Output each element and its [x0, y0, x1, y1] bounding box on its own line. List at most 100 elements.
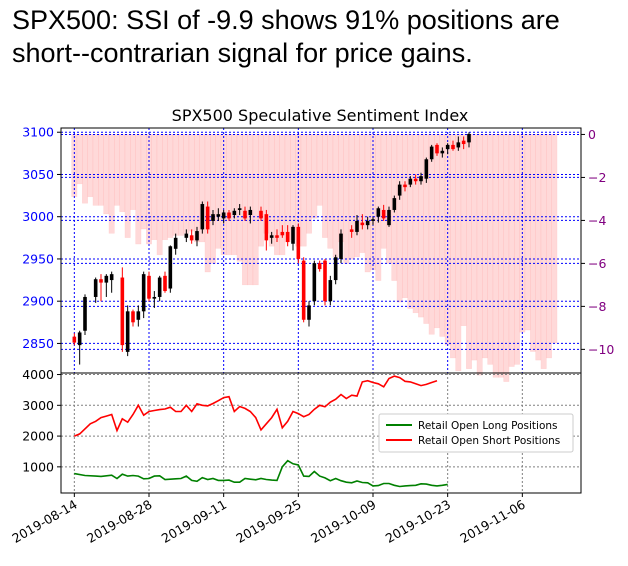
price-tick-label: 2950	[22, 251, 54, 266]
ssi-bar	[194, 134, 200, 243]
candle-body	[285, 231, 290, 243]
candle-body	[467, 133, 471, 143]
ssi-bar	[82, 134, 88, 204]
series-line	[74, 459, 448, 488]
ssi-bar	[306, 134, 312, 234]
ssi-bar	[524, 134, 531, 331]
candle-body	[376, 208, 381, 217]
ssi-bar	[327, 134, 334, 249]
ssi-bar	[348, 134, 355, 260]
candle-body	[445, 144, 450, 150]
price-tick-label: 3100	[22, 125, 54, 140]
ssi-bar	[316, 134, 323, 206]
ssi-bar	[460, 134, 467, 326]
ssi-bar	[252, 134, 259, 286]
price-tick-label: 2900	[22, 294, 54, 309]
candle-body	[365, 220, 370, 226]
candle-body	[243, 210, 247, 219]
ssi-tick-label: 0	[588, 127, 596, 142]
date-tick-label: 2019-08-14	[9, 497, 79, 546]
ssi-bar	[402, 134, 408, 299]
ssi-bar	[290, 134, 296, 241]
ssi-bar	[76, 134, 83, 185]
ssi-bar	[343, 134, 350, 264]
candle-body	[275, 235, 279, 238]
date-tick-label: 2019-09-11	[159, 497, 229, 546]
ssi-tick-label: −10	[588, 342, 614, 357]
candle-body	[328, 280, 333, 302]
ssi-bar	[455, 134, 462, 372]
candle-body	[456, 142, 461, 148]
date-axis: 2019-08-14 2019-08-28 2019-09-11 2019-09-25…	[9, 493, 528, 546]
candle-body	[99, 279, 103, 283]
candle-body	[200, 204, 205, 230]
series-line	[73, 375, 438, 437]
legend: Retail Open Long Positions Retail Open S…	[378, 413, 574, 453]
ssi-bar	[359, 134, 366, 253]
ssi-bar	[407, 134, 414, 309]
ssi-axis: 0 −2 −4 −6 −8 −10	[581, 127, 614, 357]
candle-body	[152, 296, 157, 299]
candle-body	[83, 296, 87, 331]
ssi-bar	[140, 134, 147, 230]
candle-body	[429, 146, 434, 160]
positions-tick-label: 2000	[22, 429, 54, 444]
positions-tick-label: 4000	[22, 367, 54, 382]
candle-body	[413, 178, 418, 182]
price-tick-label: 3050	[22, 167, 54, 182]
ssi-bar	[338, 134, 344, 243]
ssi-bar	[380, 134, 387, 249]
ssi-tick-label: −4	[588, 213, 606, 228]
date-tick-label: 2019-10-23	[383, 497, 453, 546]
ssi-bar	[487, 134, 494, 365]
candle-body	[381, 209, 386, 219]
page-title: SPX500: SSI of -9.9 shows 91% positions …	[12, 5, 560, 68]
ssi-bar	[434, 134, 440, 329]
ssi-bar	[412, 134, 419, 314]
candle-body	[136, 311, 141, 320]
ssi-tick-label: −6	[588, 256, 606, 271]
bottom-panel-border	[60, 372, 582, 494]
candle-body	[392, 198, 397, 210]
bottom-panel: 1000 2000 3000 4000 Retail Open Long Positi…	[22, 367, 582, 494]
candle-body	[360, 222, 365, 226]
ssi-bar	[151, 134, 158, 241]
date-tick-label: 2019-11-06	[457, 497, 527, 546]
candle-body	[216, 214, 221, 217]
candle-body	[232, 210, 237, 216]
ssi-bar	[311, 134, 318, 219]
ssi-bar	[450, 134, 456, 359]
position-lines	[73, 375, 448, 488]
candle-body	[371, 219, 375, 221]
ssi-bar	[482, 134, 488, 359]
price-tick-label: 2850	[22, 336, 54, 351]
candle-body	[72, 336, 77, 343]
ssi-bar	[162, 134, 168, 241]
candle-body	[189, 235, 194, 241]
positions-axis: 1000 2000 3000 4000	[22, 367, 61, 474]
candle-body	[248, 209, 253, 216]
candle-body	[323, 260, 327, 302]
candle-body	[157, 277, 162, 297]
candle-body	[173, 237, 178, 249]
candlesticks	[72, 132, 471, 365]
candle-body	[131, 311, 135, 323]
candle-body	[403, 184, 407, 188]
price-tick-label: 3000	[22, 209, 54, 224]
price-axis: 2850 2900 2950 3000 3050 3100	[22, 125, 61, 351]
ssi-bar	[535, 134, 542, 361]
ssi-tick-label: −2	[588, 170, 606, 185]
legend-label-short: Retail Open Short Positions	[418, 435, 560, 447]
candle-body	[317, 263, 322, 270]
ssi-bar	[396, 134, 403, 303]
candle-body	[211, 214, 215, 221]
top-grid	[61, 128, 581, 373]
ssi-bar	[135, 134, 142, 245]
candle-body	[264, 214, 269, 241]
top-panel: 2850 2900 2950 3000 3050 3100 0 −2 −4 −6 −8 −10	[22, 125, 614, 382]
ssi-bar	[300, 134, 307, 247]
candle-body	[296, 226, 301, 259]
candle-body	[355, 220, 359, 232]
candle-body	[339, 233, 343, 259]
